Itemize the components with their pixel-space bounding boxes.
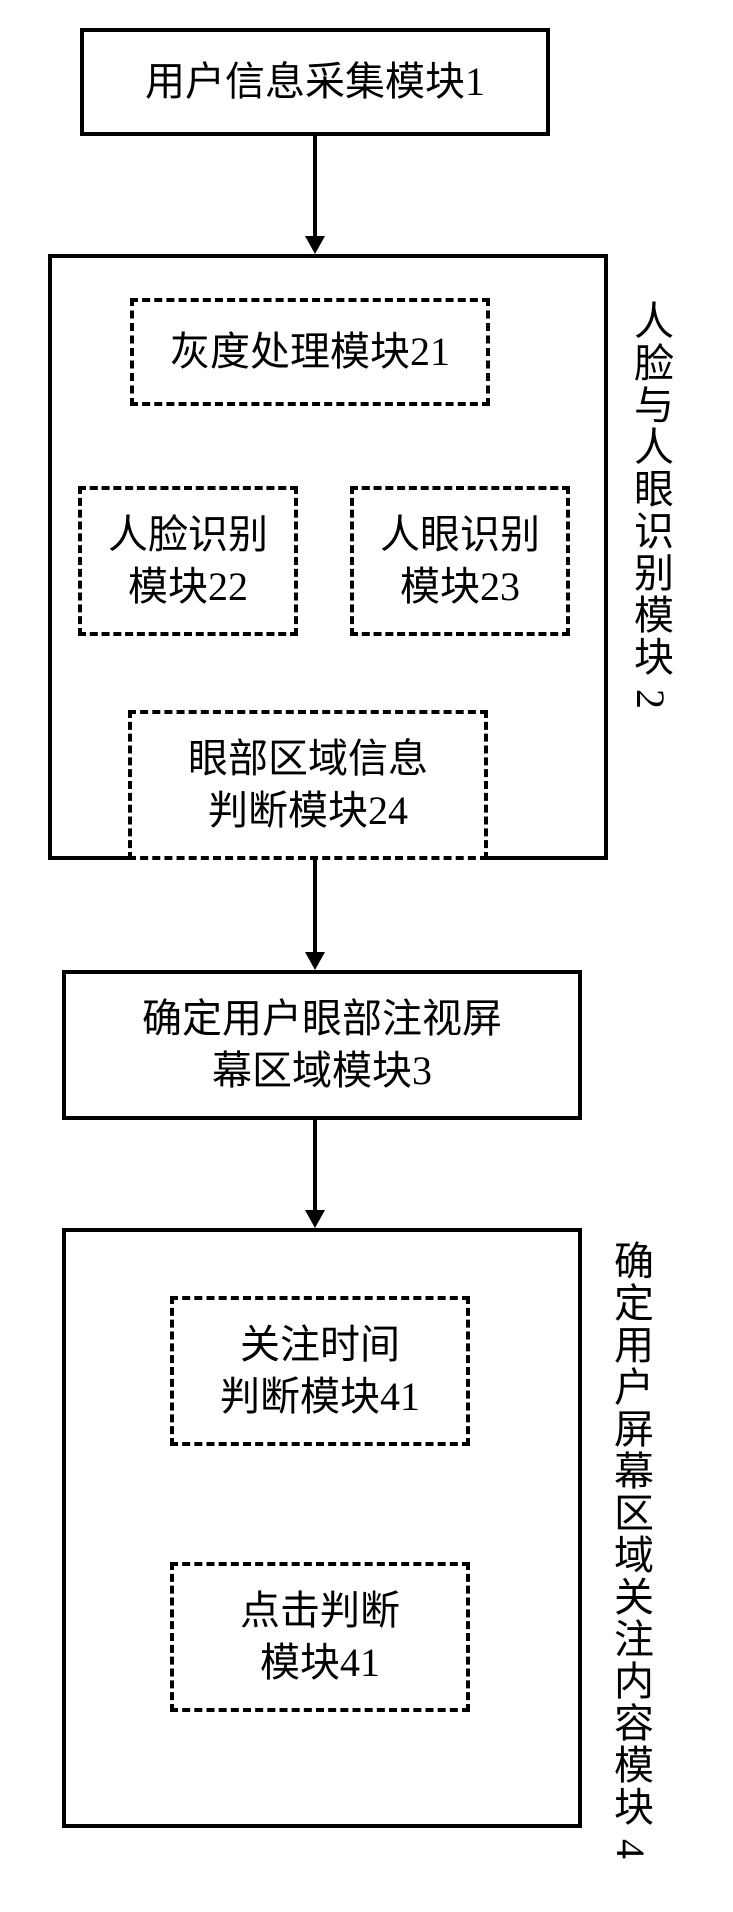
- label: 用户信息采集模块1: [145, 56, 485, 108]
- box-eye-region-judge-24: 眼部区域信息判断模块24: [128, 710, 488, 860]
- box-user-info-collect-1: 用户信息采集模块1: [80, 28, 550, 136]
- box-determine-gaze-region-3: 确定用户眼部注视屏幕区域模块3: [62, 970, 582, 1120]
- vlabel-num: 2: [628, 689, 672, 711]
- label: 眼部区域信息判断模块24: [188, 733, 428, 837]
- label: 人眼识别模块23: [380, 509, 540, 613]
- vlabel-text: 人脸与人眼识别模块: [628, 300, 673, 678]
- diagram-canvas: 用户信息采集模块1 灰度处理模块21 人脸识别模块22 人眼识别模块23 眼部区…: [0, 0, 733, 1912]
- vlabel-module-2: 人脸与人眼识别模块 2: [628, 300, 672, 722]
- box-attention-time-41: 关注时间判断模块41: [170, 1296, 470, 1446]
- box-face-recog-22: 人脸识别模块22: [78, 486, 298, 636]
- box-click-judge-42: 点击判断模块41: [170, 1562, 470, 1712]
- vlabel-text: 确定用户屏幕区域关注内容模块: [608, 1240, 653, 1828]
- label: 点击判断模块41: [240, 1585, 400, 1689]
- label: 确定用户眼部注视屏幕区域模块3: [142, 993, 502, 1097]
- label: 人脸识别模块22: [108, 509, 268, 613]
- box-eye-recog-23: 人眼识别模块23: [350, 486, 570, 636]
- label: 灰度处理模块21: [170, 326, 450, 378]
- label: 关注时间判断模块41: [220, 1319, 420, 1423]
- box-grayscale-21: 灰度处理模块21: [130, 298, 490, 406]
- vlabel-module-4: 确定用户屏幕区域关注内容模块 4: [608, 1240, 652, 1872]
- vlabel-num: 4: [608, 1839, 652, 1861]
